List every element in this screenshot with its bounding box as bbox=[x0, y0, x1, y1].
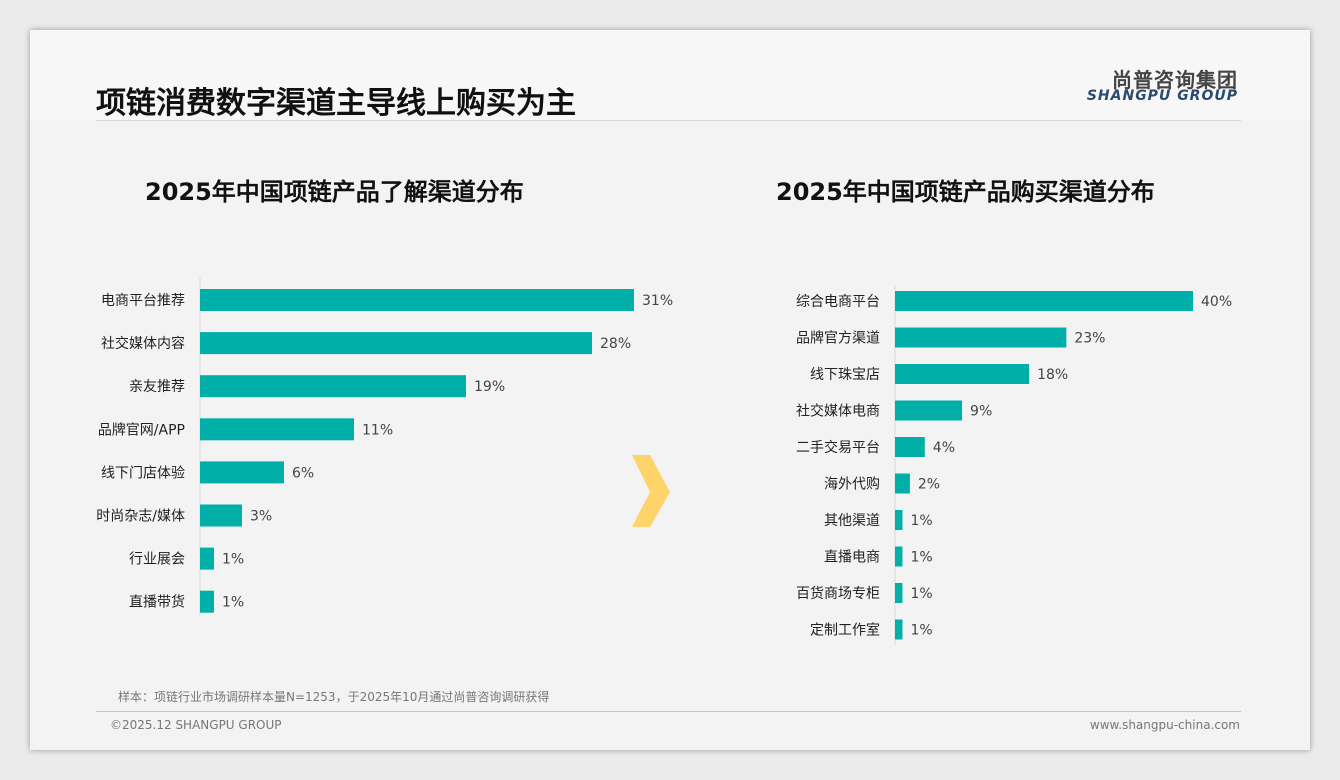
data-label: 1% bbox=[910, 550, 932, 566]
bar bbox=[200, 375, 466, 398]
data-label: 1% bbox=[222, 595, 244, 611]
category-label: 行业展会 bbox=[129, 552, 185, 568]
data-label: 1% bbox=[222, 552, 244, 568]
data-label: 28% bbox=[600, 336, 631, 352]
slide: 项链消费数字渠道主导线上购买为主 尚普咨询集团 SHANGPU GROUP 20… bbox=[30, 30, 1310, 750]
bar bbox=[895, 291, 1193, 311]
bar bbox=[895, 619, 903, 640]
charts-canvas: 电商平台推荐 31% 社交媒体内容 28% 亲友推荐 19% 品牌官网/APP 11% 线下门店… bbox=[96, 278, 1232, 645]
category-label: 时尚杂志/媒体 bbox=[96, 509, 185, 525]
bar bbox=[895, 473, 910, 494]
footer-divider bbox=[96, 711, 1241, 712]
logo-en: SHANGPU GROUP bbox=[1086, 88, 1238, 104]
copyright: ©2025.12 SHANGPU GROUP bbox=[110, 718, 282, 732]
data-label: 11% bbox=[362, 422, 393, 438]
category-label: 线下门店体验 bbox=[101, 465, 185, 481]
category-label: 直播带货 bbox=[129, 594, 185, 611]
data-label: 31% bbox=[642, 293, 673, 309]
data-label: 9% bbox=[970, 404, 992, 420]
category-label: 其他渠道 bbox=[824, 513, 880, 529]
category-label: 亲友推荐 bbox=[129, 379, 185, 395]
data-label: 3% bbox=[250, 509, 272, 525]
bar bbox=[895, 583, 903, 603]
category-label: 社交媒体内容 bbox=[101, 335, 185, 352]
category-label: 线下珠宝店 bbox=[810, 367, 880, 383]
category-label: 二手交易平台 bbox=[796, 439, 880, 456]
sample-note: 样本：项链行业市场调研样本量N=1253，于2025年10月通过尚普咨询调研获得 bbox=[118, 690, 550, 704]
header-divider bbox=[96, 120, 1241, 121]
category-label: 综合电商平台 bbox=[796, 294, 880, 310]
bar bbox=[200, 332, 592, 355]
category-label: 百货商场专柜 bbox=[796, 585, 880, 602]
data-label: 1% bbox=[910, 586, 932, 602]
bar bbox=[895, 400, 963, 421]
data-label: 40% bbox=[1201, 294, 1232, 310]
category-label: 定制工作室 bbox=[810, 622, 880, 639]
bar bbox=[895, 364, 1030, 384]
bar bbox=[895, 546, 903, 567]
bar bbox=[895, 437, 925, 457]
logo-cn: 尚普咨询集团 bbox=[1112, 68, 1238, 92]
category-label: 海外代购 bbox=[824, 477, 880, 493]
data-label: 18% bbox=[1037, 367, 1068, 383]
data-label: 6% bbox=[292, 465, 314, 481]
header bbox=[30, 30, 1310, 120]
category-label: 品牌官网/APP bbox=[98, 421, 185, 438]
bar bbox=[200, 289, 634, 311]
category-label: 品牌官方渠道 bbox=[796, 330, 880, 347]
data-label: 4% bbox=[933, 440, 955, 456]
category-label: 电商平台推荐 bbox=[101, 293, 185, 309]
bar bbox=[200, 418, 354, 441]
data-label: 1% bbox=[910, 513, 932, 529]
data-label: 1% bbox=[910, 623, 932, 639]
bar bbox=[200, 461, 284, 484]
bar bbox=[895, 327, 1067, 348]
data-label: 2% bbox=[918, 477, 940, 493]
category-label: 直播电商 bbox=[824, 549, 880, 566]
data-label: 19% bbox=[474, 379, 505, 395]
arrow-icon bbox=[632, 455, 670, 527]
category-label: 社交媒体电商 bbox=[796, 403, 880, 420]
data-label: 23% bbox=[1074, 331, 1105, 347]
bar bbox=[200, 590, 214, 613]
page-title: 项链消费数字渠道主导线上购买为主 bbox=[96, 86, 576, 121]
bar bbox=[200, 504, 242, 527]
right-chart-title: 2025年中国项链产品购买渠道分布 bbox=[776, 178, 1155, 206]
bar bbox=[200, 547, 214, 570]
left-chart-title: 2025年中国项链产品了解渠道分布 bbox=[145, 178, 524, 206]
website-url: www.shangpu-china.com bbox=[1089, 718, 1240, 732]
bar bbox=[895, 510, 903, 530]
